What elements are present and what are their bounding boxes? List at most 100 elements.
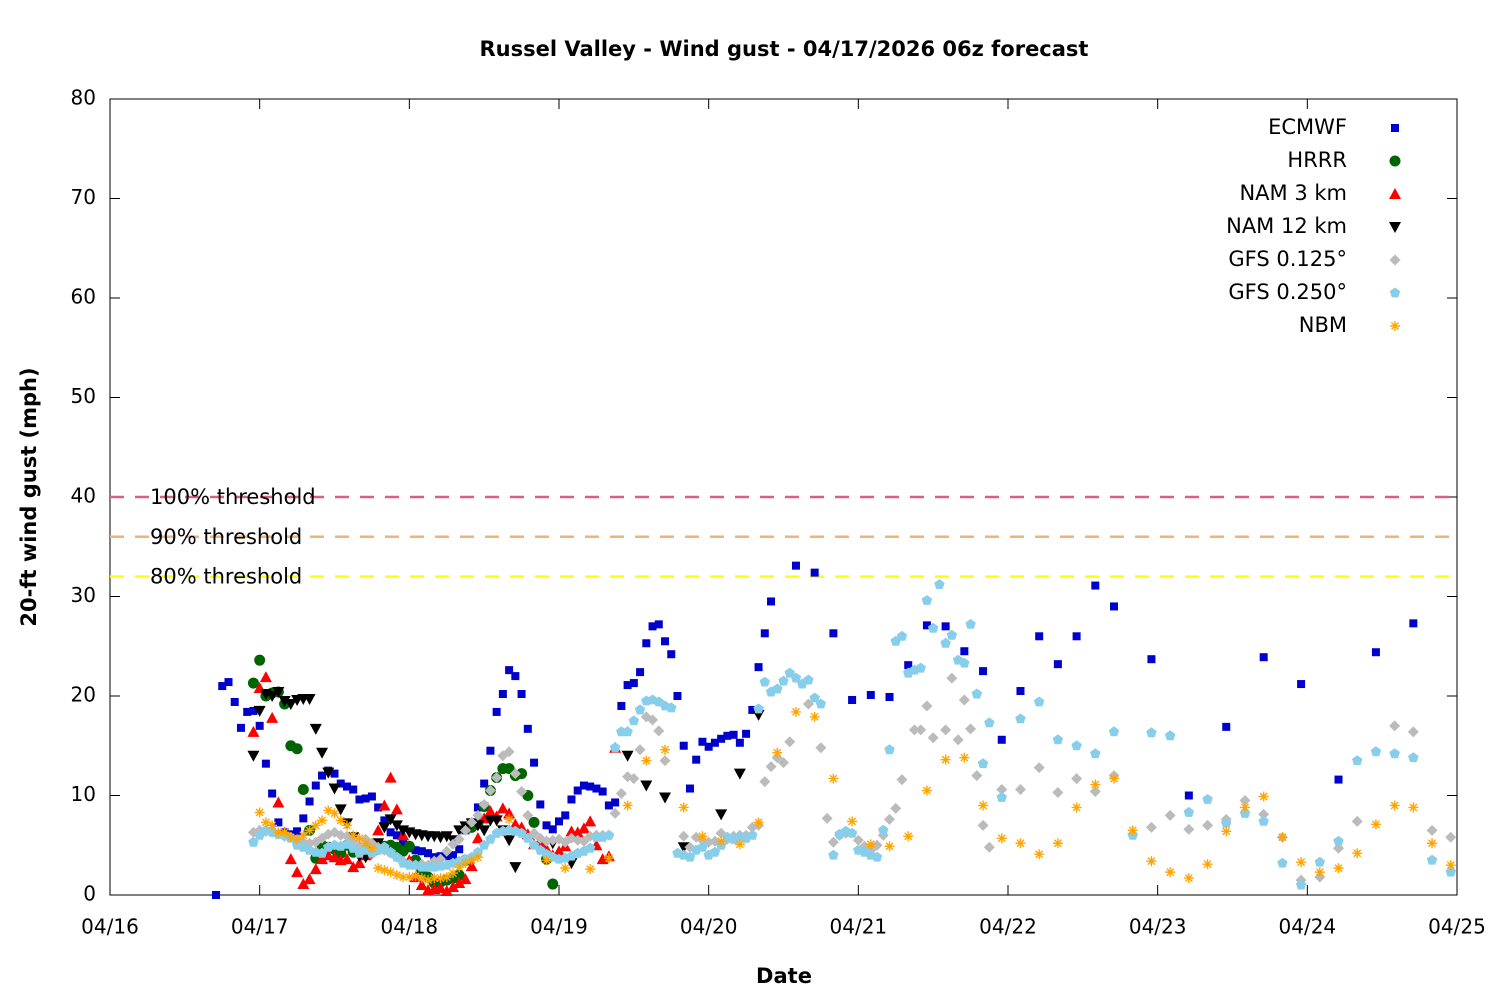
- data-point: [440, 885, 453, 897]
- data-point: [791, 561, 800, 570]
- threshold-label: 80% threshold: [150, 565, 302, 589]
- data-point: [660, 744, 671, 755]
- data-point: [459, 873, 472, 885]
- data-point: [578, 835, 590, 847]
- data-point: [603, 853, 614, 864]
- data-point: [971, 770, 983, 782]
- data-point: [659, 792, 672, 804]
- data-point: [1127, 825, 1138, 836]
- data-point: [585, 864, 596, 875]
- data-point: [1258, 815, 1269, 826]
- data-point: [342, 782, 351, 791]
- data-point: [384, 771, 397, 783]
- data-point: [330, 769, 339, 778]
- data-point: [416, 873, 427, 884]
- data-point: [1277, 832, 1288, 843]
- data-point: [348, 830, 359, 841]
- data-point: [491, 772, 503, 784]
- data-point: [678, 830, 690, 842]
- data-point: [940, 724, 952, 736]
- data-point: [1351, 815, 1363, 827]
- x-tick-label: 04/18: [381, 915, 439, 939]
- data-point: [560, 863, 571, 874]
- data-point: [410, 871, 421, 882]
- data-point: [454, 862, 465, 873]
- x-axis-label: Date: [756, 964, 812, 988]
- data-point: [996, 833, 1007, 844]
- data-point: [455, 845, 464, 854]
- data-point: [509, 768, 521, 780]
- data-point: [478, 798, 490, 810]
- data-point: [530, 758, 539, 767]
- x-tick-label: 04/21: [830, 915, 888, 939]
- data-point: [934, 579, 945, 589]
- data-point: [472, 852, 483, 863]
- data-point: [908, 724, 920, 736]
- data-point: [299, 814, 308, 823]
- data-point: [218, 682, 227, 691]
- data-point: [212, 891, 221, 899]
- data-point: [760, 629, 769, 638]
- y-tick-label: 10: [71, 782, 96, 806]
- data-point: [1072, 632, 1081, 641]
- data-point: [959, 752, 970, 763]
- data-point: [641, 755, 652, 766]
- data-point: [997, 735, 1006, 744]
- data-point: [291, 743, 303, 755]
- data-point: [509, 818, 522, 830]
- data-point: [1052, 838, 1063, 849]
- x-tick-label: 04/16: [81, 915, 139, 939]
- data-point: [1108, 726, 1120, 737]
- data-point: [329, 808, 340, 819]
- data-point: [367, 792, 376, 801]
- data-point: [1071, 773, 1083, 785]
- data-point: [253, 705, 266, 717]
- data-point: [815, 698, 827, 709]
- data-point: [767, 597, 776, 606]
- data-point: [511, 672, 520, 681]
- data-point: [434, 882, 447, 894]
- data-point: [1109, 773, 1120, 784]
- y-tick-label: 50: [71, 384, 96, 408]
- data-point: [336, 779, 345, 788]
- data-point: [604, 801, 613, 810]
- data-point: [921, 595, 933, 605]
- data-point: [617, 701, 626, 710]
- data-point: [471, 832, 484, 844]
- data-point: [878, 824, 889, 835]
- data-point: [622, 726, 633, 737]
- data-point: [827, 836, 839, 848]
- data-point: [803, 674, 814, 685]
- data-point: [305, 797, 314, 806]
- data-point: [742, 729, 751, 738]
- data-point: [459, 824, 471, 836]
- x-tick-label: 04/23: [1129, 915, 1187, 939]
- legend-marker: [1391, 124, 1399, 132]
- data-point: [318, 771, 327, 780]
- data-point: [553, 845, 565, 857]
- data-point: [1408, 752, 1419, 763]
- data-point: [1071, 802, 1082, 813]
- data-point: [1221, 817, 1232, 828]
- data-point: [1371, 648, 1380, 657]
- data-point: [374, 803, 383, 812]
- data-point: [1408, 802, 1419, 813]
- data-point: [385, 867, 396, 878]
- data-point: [915, 724, 927, 736]
- data-point: [1015, 838, 1026, 849]
- data-point: [759, 776, 771, 788]
- data-point: [285, 832, 296, 843]
- data-point: [673, 692, 682, 700]
- y-tick-label: 60: [71, 285, 96, 309]
- data-point: [772, 747, 783, 758]
- data-point: [440, 831, 453, 843]
- data-point: [629, 679, 638, 688]
- data-point: [453, 869, 465, 881]
- data-point: [392, 831, 401, 840]
- legend-marker: [1389, 222, 1401, 233]
- data-point: [466, 816, 478, 828]
- data-point: [353, 857, 366, 869]
- legend-label: GFS 0.125°: [1228, 247, 1347, 271]
- data-point: [423, 875, 434, 886]
